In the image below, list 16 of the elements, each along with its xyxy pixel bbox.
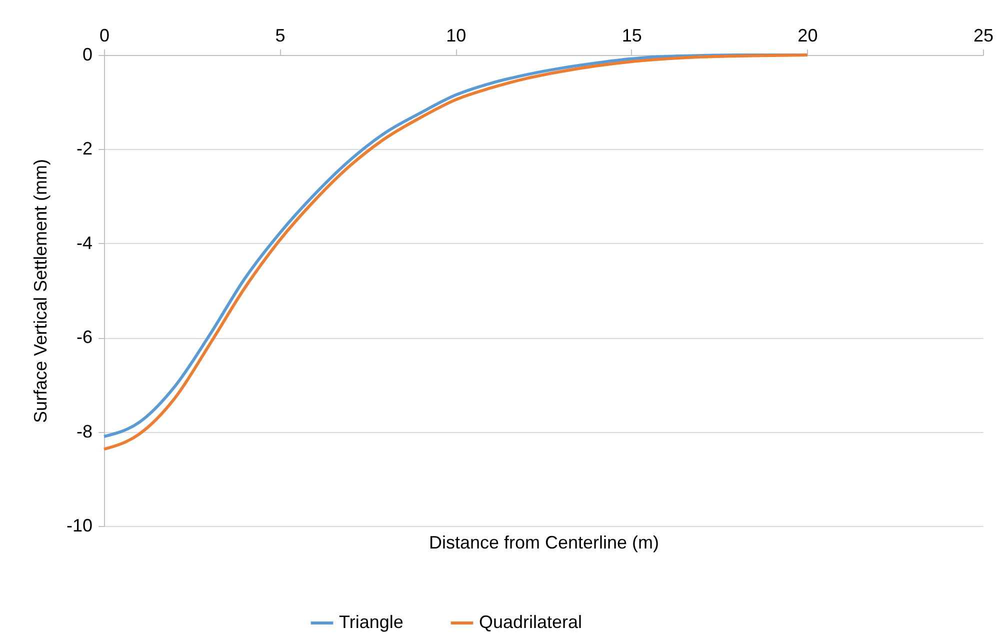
y-tick-label: -6 xyxy=(76,327,92,348)
legend-label: Triangle xyxy=(339,612,404,632)
x-tick-label: 5 xyxy=(275,26,286,46)
y-tick-label: 0 xyxy=(82,44,92,64)
legend-label: Quadrilateral xyxy=(479,612,582,632)
x-tick-label: 25 xyxy=(973,26,994,46)
y-tick-label: -4 xyxy=(76,232,92,253)
x-axis-title: Distance from Centerline (m) xyxy=(428,532,660,552)
y-tick-label: -2 xyxy=(76,138,92,159)
x-tick-label: 10 xyxy=(446,26,466,46)
x-tick-label: 20 xyxy=(798,26,818,46)
x-tick-label: 15 xyxy=(622,26,642,46)
x-tick-label: 0 xyxy=(99,26,110,46)
y-tick-label: -8 xyxy=(76,421,92,442)
y-axis-title: Surface Vertical Settlement (mm) xyxy=(30,158,50,424)
y-tick-label: -10 xyxy=(66,516,92,536)
